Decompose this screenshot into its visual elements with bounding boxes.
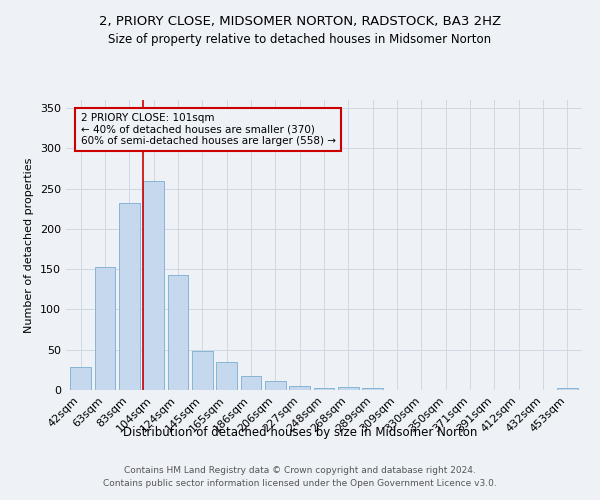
Bar	[119, 203, 140, 390]
Bar	[362, 388, 383, 390]
Bar	[314, 388, 334, 390]
Bar	[289, 386, 310, 390]
Text: 2, PRIORY CLOSE, MIDSOMER NORTON, RADSTOCK, BA3 2HZ: 2, PRIORY CLOSE, MIDSOMER NORTON, RADSTO…	[99, 15, 501, 28]
Bar	[143, 180, 164, 390]
Text: 2 PRIORY CLOSE: 101sqm
← 40% of detached houses are smaller (370)
60% of semi-de: 2 PRIORY CLOSE: 101sqm ← 40% of detached…	[80, 113, 335, 146]
Text: Size of property relative to detached houses in Midsomer Norton: Size of property relative to detached ho…	[109, 32, 491, 46]
Bar	[338, 387, 359, 390]
Y-axis label: Number of detached properties: Number of detached properties	[25, 158, 34, 332]
Bar	[216, 362, 237, 390]
Bar	[557, 388, 578, 390]
Bar	[192, 350, 212, 390]
Bar	[167, 275, 188, 390]
Bar	[265, 381, 286, 390]
Bar	[241, 376, 262, 390]
Text: Distribution of detached houses by size in Midsomer Norton: Distribution of detached houses by size …	[123, 426, 477, 439]
Bar	[70, 368, 91, 390]
Text: Contains HM Land Registry data © Crown copyright and database right 2024.
Contai: Contains HM Land Registry data © Crown c…	[103, 466, 497, 487]
Bar	[95, 267, 115, 390]
